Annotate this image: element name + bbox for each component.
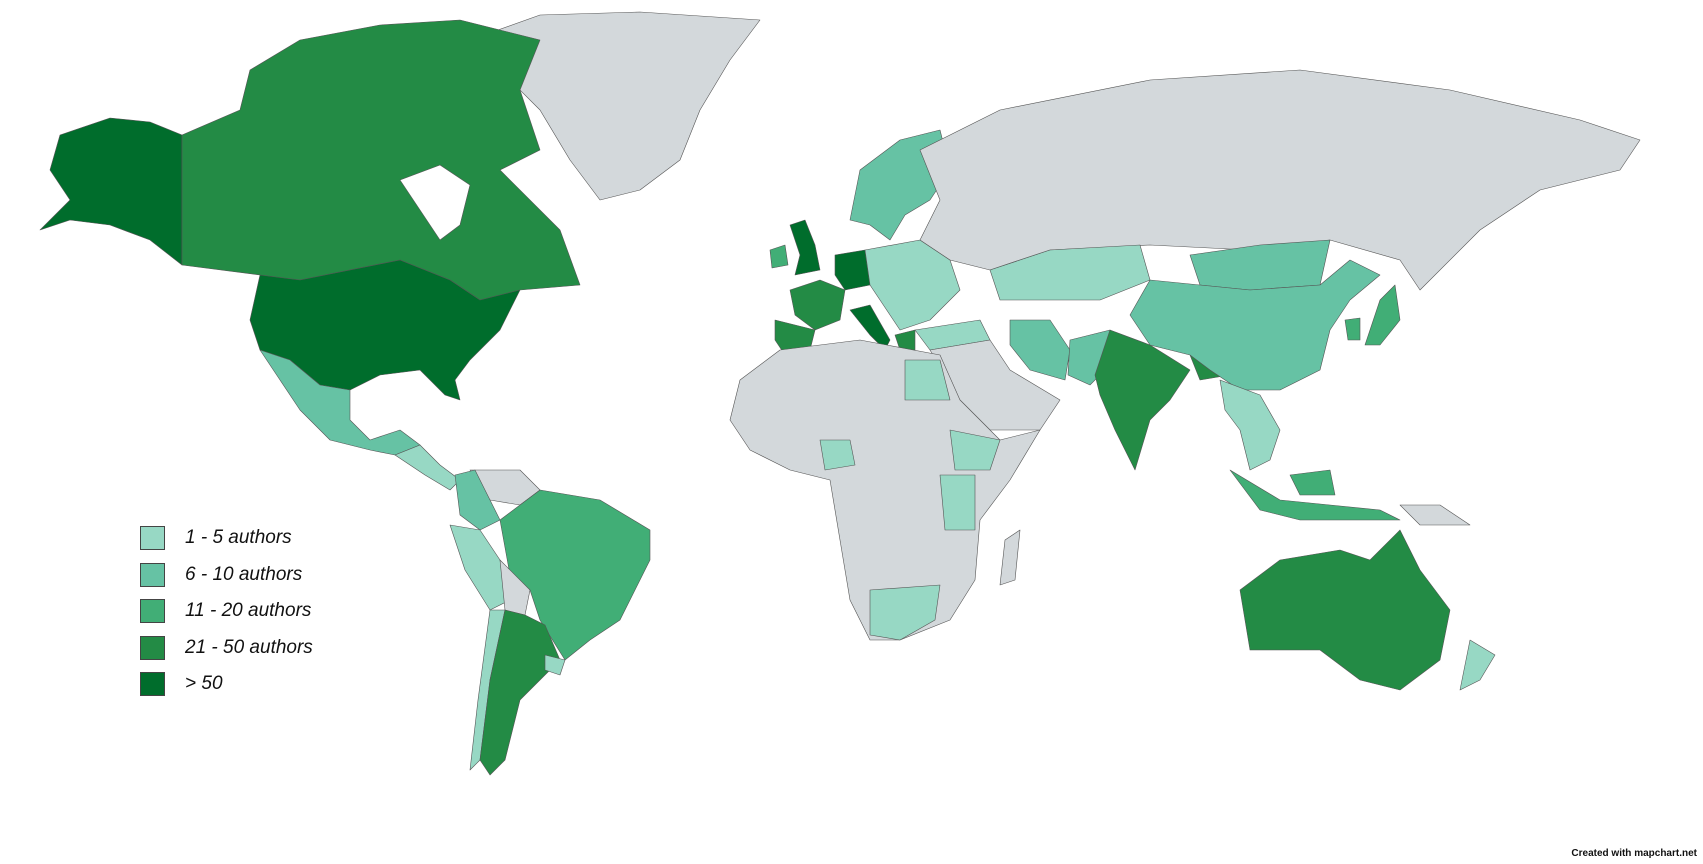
region-india (1094, 329, 1191, 471)
legend-swatch (140, 672, 165, 697)
region-nigeria (819, 439, 856, 471)
region-germany (834, 249, 871, 291)
region-iran (1009, 319, 1071, 381)
region-madagascar (999, 529, 1021, 586)
region-greece (894, 329, 916, 351)
legend-label: > 50 (185, 673, 223, 695)
legend-swatch (140, 562, 165, 587)
legend-item: 6 - 10 authors (140, 557, 313, 594)
region-africa (729, 339, 1041, 641)
legend-swatch (140, 599, 165, 624)
map-legend: 1 - 5 authors 6 - 10 authors 11 - 20 aut… (140, 520, 313, 703)
legend-item: > 50 (140, 666, 313, 703)
credit-text: Created with mapchart.net (1571, 848, 1697, 859)
region-papua (1399, 504, 1471, 526)
region-indonesia (1229, 469, 1401, 521)
region-central-america (394, 444, 461, 491)
region-france (789, 279, 846, 331)
region-uruguay (544, 654, 566, 676)
legend-item: 21 - 50 authors (140, 630, 313, 667)
region-kenya-tanzania (939, 474, 976, 531)
region-new-zealand (1459, 639, 1496, 691)
region-ethiopia (949, 429, 1001, 471)
region-russia (919, 69, 1641, 291)
region-mexico (259, 349, 421, 456)
legend-swatch (140, 635, 165, 660)
region-canada (181, 19, 581, 301)
region-greenland (469, 11, 761, 201)
legend-label: 6 - 10 authors (185, 563, 303, 585)
legend-label: 21 - 50 authors (185, 636, 313, 658)
legend-swatch (140, 526, 165, 551)
region-egypt (904, 359, 951, 401)
region-china (1129, 259, 1381, 391)
region-south-korea (1344, 317, 1361, 341)
region-alaska (39, 117, 183, 266)
region-southeast-asia (1219, 379, 1281, 471)
legend-label: 11 - 20 authors (185, 600, 312, 622)
legend-item: 1 - 5 authors (140, 520, 313, 557)
region-kazakhstan (989, 244, 1151, 301)
legend-label: 1 - 5 authors (185, 527, 292, 549)
region-hudson-bay (399, 164, 471, 241)
region-australia (1239, 529, 1451, 691)
region-ireland (769, 244, 789, 269)
region-argentina (479, 609, 561, 776)
region-south-africa (869, 584, 941, 641)
legend-item: 11 - 20 authors (140, 593, 313, 630)
region-japan (1364, 284, 1401, 346)
region-united-kingdom (789, 219, 821, 276)
